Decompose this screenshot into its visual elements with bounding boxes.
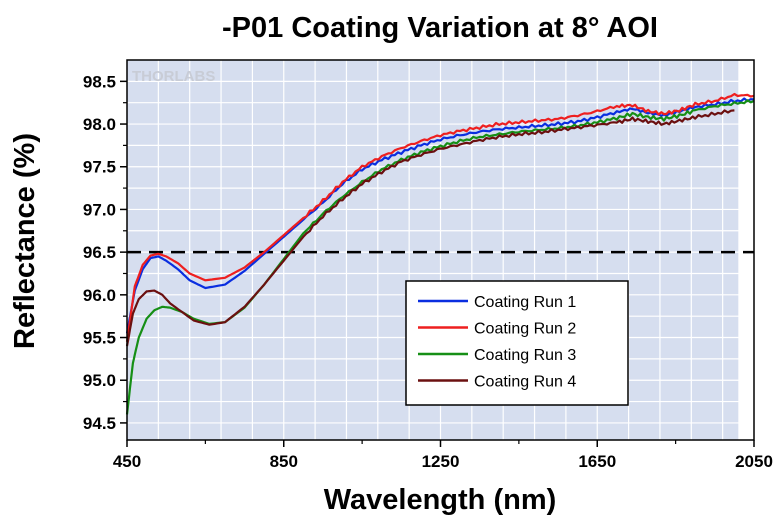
y-tick-label: 98.5 (83, 72, 116, 91)
series-line-3 (125, 99, 755, 415)
y-tick-label: 95.5 (83, 329, 116, 348)
x-tick-label: 1650 (578, 452, 616, 471)
chart-title: -P01 Coating Variation at 8° AOI (222, 12, 658, 44)
series-line-4 (125, 109, 735, 347)
axis-ticks: 450 850 1250 1650 2050 94.5 95.0 95.5 96.0 96.5 97… (83, 72, 773, 471)
legend: Coating Run 1 Coating Run 2 Coating Run 3 C… (405, 280, 629, 406)
y-tick-label: 97.5 (83, 158, 116, 177)
legend-label-2: Coating Run 2 (474, 321, 576, 338)
legend-label-4: Coating Run 4 (474, 374, 576, 391)
x-tick-label: 2050 (735, 452, 773, 471)
y-tick-label: 96.5 (83, 243, 116, 262)
series-line-2 (125, 92, 755, 342)
y-tick-label: 96.0 (83, 286, 116, 305)
y-tick-label: 95.0 (83, 371, 116, 390)
y-axis-label: Reflectance (%) (9, 133, 41, 349)
legend-label-1: Coating Run 1 (474, 294, 576, 311)
y-tick-label: 98.0 (83, 115, 116, 134)
x-tick-label: 1250 (422, 452, 460, 471)
y-tick-label: 94.5 (83, 414, 116, 433)
thorlabs-watermark: THORLABS (132, 68, 215, 85)
x-axis-label: Wavelength (nm) (324, 484, 557, 516)
x-tick-label: 450 (113, 452, 141, 471)
legend-label-3: Coating Run 3 (474, 347, 576, 364)
y-tick-label: 97.0 (83, 200, 116, 219)
series-lines (125, 92, 755, 415)
x-tick-label: 850 (270, 452, 298, 471)
